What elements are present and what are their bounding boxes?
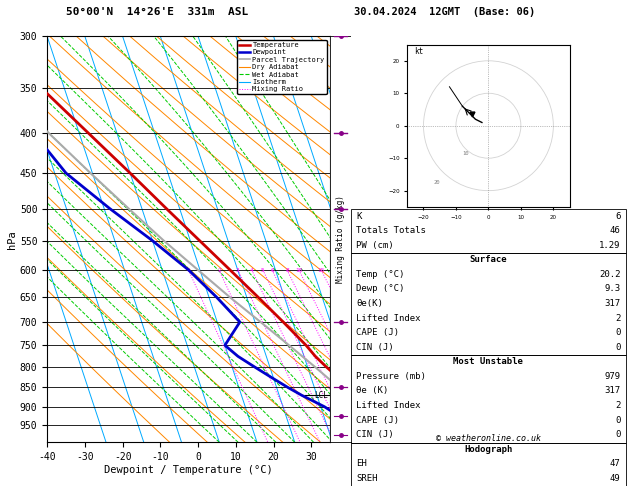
Text: 47: 47 [610, 459, 620, 469]
Text: © weatheronline.co.uk: © weatheronline.co.uk [436, 434, 541, 443]
Text: θe(K): θe(K) [357, 299, 383, 308]
Text: 0: 0 [615, 328, 620, 337]
Text: 2: 2 [615, 401, 620, 410]
Text: 30.04.2024  12GMT  (Base: 06): 30.04.2024 12GMT (Base: 06) [354, 7, 535, 17]
Text: 8: 8 [285, 268, 289, 273]
Text: 5: 5 [359, 249, 364, 259]
Text: Most Unstable: Most Unstable [454, 357, 523, 366]
Text: 4: 4 [250, 268, 253, 273]
Text: 1.29: 1.29 [599, 241, 620, 250]
Text: 3: 3 [236, 268, 240, 273]
Text: CAPE (J): CAPE (J) [357, 328, 399, 337]
Text: km: km [359, 40, 369, 50]
Text: 3: 3 [359, 325, 364, 334]
Text: 6: 6 [615, 211, 620, 221]
Text: Dewp (°C): Dewp (°C) [357, 284, 405, 294]
Text: Lifted Index: Lifted Index [357, 401, 421, 410]
Text: ASL: ASL [359, 61, 374, 70]
Text: 4: 4 [359, 287, 364, 296]
Y-axis label: hPa: hPa [7, 230, 17, 249]
Text: 317: 317 [604, 299, 620, 308]
Text: SREH: SREH [357, 474, 378, 483]
X-axis label: Dewpoint / Temperature (°C): Dewpoint / Temperature (°C) [104, 465, 273, 475]
Text: PW (cm): PW (cm) [357, 241, 394, 250]
Text: 8: 8 [359, 133, 364, 142]
Text: CIN (J): CIN (J) [357, 343, 394, 352]
Text: 317: 317 [604, 386, 620, 396]
Text: CIN (J): CIN (J) [357, 430, 394, 439]
Text: 6: 6 [359, 211, 364, 220]
Text: 0: 0 [615, 430, 620, 439]
Text: 1: 1 [359, 400, 364, 409]
Text: Lifted Index: Lifted Index [357, 313, 421, 323]
Text: θe (K): θe (K) [357, 386, 389, 396]
Text: kt: kt [414, 47, 423, 56]
Text: LCL: LCL [314, 391, 328, 400]
Text: 9.3: 9.3 [604, 284, 620, 294]
Text: K: K [357, 211, 362, 221]
Text: 46: 46 [610, 226, 620, 235]
Text: 6: 6 [270, 268, 274, 273]
Text: 10: 10 [295, 268, 303, 273]
Legend: Temperature, Dewpoint, Parcel Trajectory, Dry Adiabat, Wet Adiabat, Isotherm, Mi: Temperature, Dewpoint, Parcel Trajectory… [237, 40, 326, 94]
Text: 50°00'N  14°26'E  331m  ASL: 50°00'N 14°26'E 331m ASL [66, 7, 248, 17]
Text: 979: 979 [604, 372, 620, 381]
Text: CAPE (J): CAPE (J) [357, 416, 399, 425]
Text: 2: 2 [217, 268, 221, 273]
Text: 20: 20 [433, 180, 440, 185]
Text: 1: 1 [187, 268, 191, 273]
Text: 5: 5 [261, 268, 265, 273]
Text: 2: 2 [615, 313, 620, 323]
Text: 15: 15 [318, 268, 325, 273]
Text: Temp (°C): Temp (°C) [357, 270, 405, 279]
Text: 0: 0 [615, 343, 620, 352]
Text: 10: 10 [462, 151, 469, 156]
Text: 49: 49 [610, 474, 620, 483]
Text: Totals Totals: Totals Totals [357, 226, 426, 235]
Text: 20.2: 20.2 [599, 270, 620, 279]
Text: 0: 0 [615, 416, 620, 425]
Text: Surface: Surface [470, 255, 507, 264]
Text: Mixing Ratio (g/kg): Mixing Ratio (g/kg) [336, 195, 345, 283]
Text: 7: 7 [359, 173, 364, 181]
Text: 2: 2 [359, 363, 364, 372]
Text: EH: EH [357, 459, 367, 469]
Text: Pressure (mb): Pressure (mb) [357, 372, 426, 381]
Text: Hodograph: Hodograph [464, 445, 513, 454]
